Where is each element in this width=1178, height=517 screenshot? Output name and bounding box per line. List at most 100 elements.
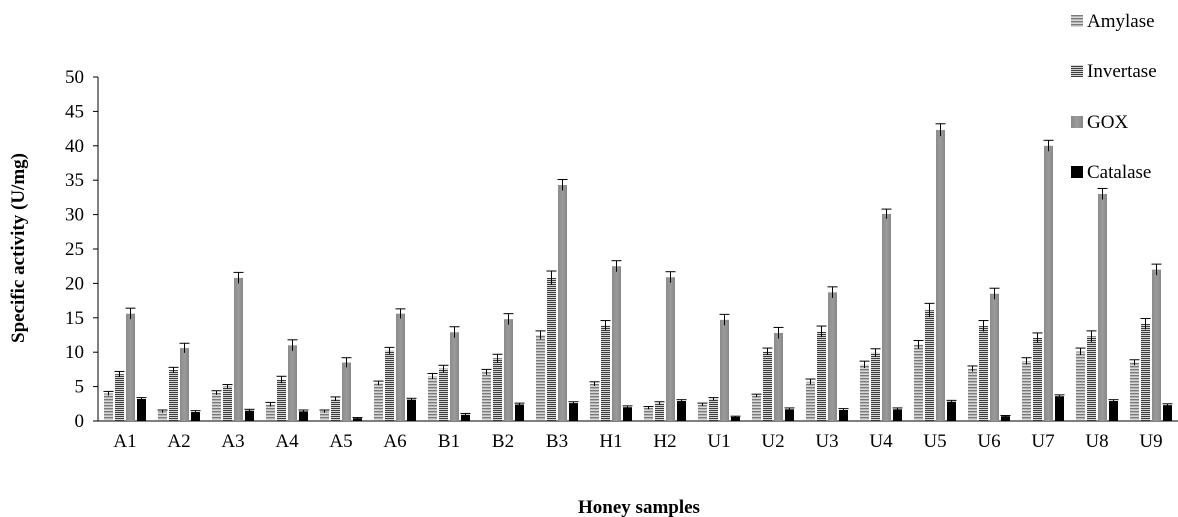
y-tick-label: 50	[65, 67, 84, 88]
error-bar-catalase-a5	[352, 417, 363, 419]
legend-label-gox: GOX	[1087, 112, 1128, 133]
legend-swatch-invertase	[1071, 65, 1083, 77]
bar-amylase-h2	[644, 407, 653, 421]
bar-invertase-b2	[493, 358, 502, 421]
y-tick-label: 20	[65, 273, 84, 294]
x-tick-label: U7	[1031, 431, 1054, 452]
bar-gox-u7	[1044, 145, 1053, 422]
error-bar-amylase-b1	[427, 373, 438, 380]
bar-catalase-u3	[839, 409, 848, 421]
bar-catalase-h1	[623, 407, 632, 421]
legend-label-catalase: Catalase	[1087, 162, 1151, 183]
error-bar-amylase-u8	[1075, 347, 1086, 355]
error-bar-amylase-u7	[1021, 357, 1032, 365]
legend: Amylase Invertase GOX Catalase	[1071, 11, 1157, 183]
x-tick-label: A4	[275, 431, 299, 452]
bar-invertase-u8	[1087, 336, 1096, 421]
bar-invertase-a5	[331, 398, 340, 421]
error-bar-amylase-a1	[103, 390, 114, 396]
error-bar-amylase-u4	[859, 360, 870, 369]
error-bar-invertase-b2	[492, 353, 503, 363]
error-bar-gox-u3	[827, 286, 838, 298]
x-tick-label: A5	[329, 431, 352, 452]
bar-catalase-b2	[515, 404, 524, 421]
bar-invertase-b1	[439, 368, 448, 421]
bar-gox-a2	[180, 348, 189, 421]
x-tick-label: U3	[815, 431, 838, 452]
error-bar-gox-b2	[503, 313, 514, 325]
bar-amylase-u5	[914, 344, 923, 421]
bar-amylase-u8	[1076, 351, 1085, 421]
bar-invertase-u3	[817, 331, 826, 421]
error-bar-catalase-b1	[460, 412, 471, 417]
error-bar-invertase-a1	[114, 370, 125, 377]
bar-catalase-u7	[1055, 396, 1064, 421]
bar-catalase-u9	[1163, 405, 1172, 421]
x-tick-label: A6	[383, 431, 406, 452]
bar-invertase-u9	[1141, 323, 1150, 421]
bar-amylase-u9	[1130, 362, 1139, 421]
error-bar-amylase-u3	[805, 378, 816, 385]
bar-invertase-a2	[169, 370, 178, 421]
error-bar-amylase-h1	[589, 381, 600, 386]
x-axis-title: Honey samples	[578, 497, 700, 517]
error-bar-catalase-b2	[514, 402, 525, 406]
y-tick-label: 25	[65, 239, 84, 260]
error-bar-catalase-u4	[892, 407, 903, 411]
y-axis-title: Specific activity (U/mg)	[8, 153, 29, 343]
error-bar-amylase-a3	[211, 390, 222, 395]
bar-catalase-a4	[299, 411, 308, 421]
x-tick-label: H1	[599, 431, 622, 452]
x-tick-label: A2	[167, 431, 190, 452]
error-bar-catalase-a4	[298, 409, 309, 413]
bar-amylase-a4	[266, 404, 275, 421]
bar-catalase-u5	[947, 401, 956, 421]
error-bar-invertase-u8	[1086, 330, 1097, 342]
error-bar-invertase-u6	[978, 320, 989, 332]
error-bar-catalase-h1	[622, 405, 633, 409]
y-tick-label: 5	[75, 377, 85, 398]
error-bar-invertase-h1	[600, 320, 611, 331]
error-bar-catalase-a2	[190, 410, 201, 414]
bar-catalase-a1	[137, 398, 146, 421]
error-bar-invertase-b3	[546, 270, 557, 285]
error-bar-amylase-u1	[697, 402, 708, 406]
error-bar-invertase-u2	[762, 347, 773, 355]
x-tick-labels: A1 A2 A3 A4 A5 A6 B1 B2 B3 H1 H2 U1 U2 U3 U4 U5 U6 U7 U8 U9	[113, 431, 1162, 452]
error-bar-catalase-b3	[568, 401, 579, 405]
bar-invertase-a3	[223, 386, 232, 421]
error-bar-invertase-a3	[222, 384, 233, 389]
bar-amylase-u1	[698, 404, 707, 421]
error-bar-amylase-b3	[535, 330, 546, 340]
bar-series	[104, 129, 1172, 422]
bar-gox-b1	[450, 332, 459, 421]
bar-catalase-u6	[1001, 416, 1010, 421]
bar-invertase-a4	[277, 379, 286, 421]
error-bar-gox-u8	[1097, 187, 1108, 200]
legend-swatch-catalase	[1071, 166, 1083, 178]
error-bar-amylase-a2	[157, 409, 168, 413]
error-bar-invertase-h2	[654, 401, 665, 405]
error-bar-catalase-u6	[1000, 414, 1011, 417]
error-bar-gox-u4	[881, 208, 892, 219]
legend-swatch-amylase	[1071, 15, 1083, 27]
y-tick-label: 10	[65, 342, 84, 363]
bar-invertase-a6	[385, 350, 394, 421]
error-bar-invertase-u9	[1140, 317, 1151, 330]
y-tick-labels: 0 5 10 15 20 25 30 35 40 45 50	[65, 67, 98, 432]
error-bar-catalase-u9	[1162, 403, 1173, 407]
error-bar-amylase-h2	[643, 406, 654, 410]
bar-gox-u4	[882, 213, 891, 421]
legend-label-invertase: Invertase	[1087, 61, 1157, 82]
bar-gox-h1	[612, 266, 621, 421]
bar-amylase-a5	[320, 411, 329, 421]
error-bar-invertase-u5	[924, 302, 935, 318]
error-bar-gox-u1	[719, 313, 730, 326]
bar-catalase-a3	[245, 410, 254, 421]
bar-gox-u8	[1098, 193, 1107, 421]
x-tick-label: H2	[653, 431, 676, 452]
bar-amylase-a3	[212, 392, 221, 421]
bar-gox-a4	[288, 345, 297, 421]
bar-catalase-b3	[569, 403, 578, 421]
error-bar-invertase-u4	[870, 348, 881, 358]
